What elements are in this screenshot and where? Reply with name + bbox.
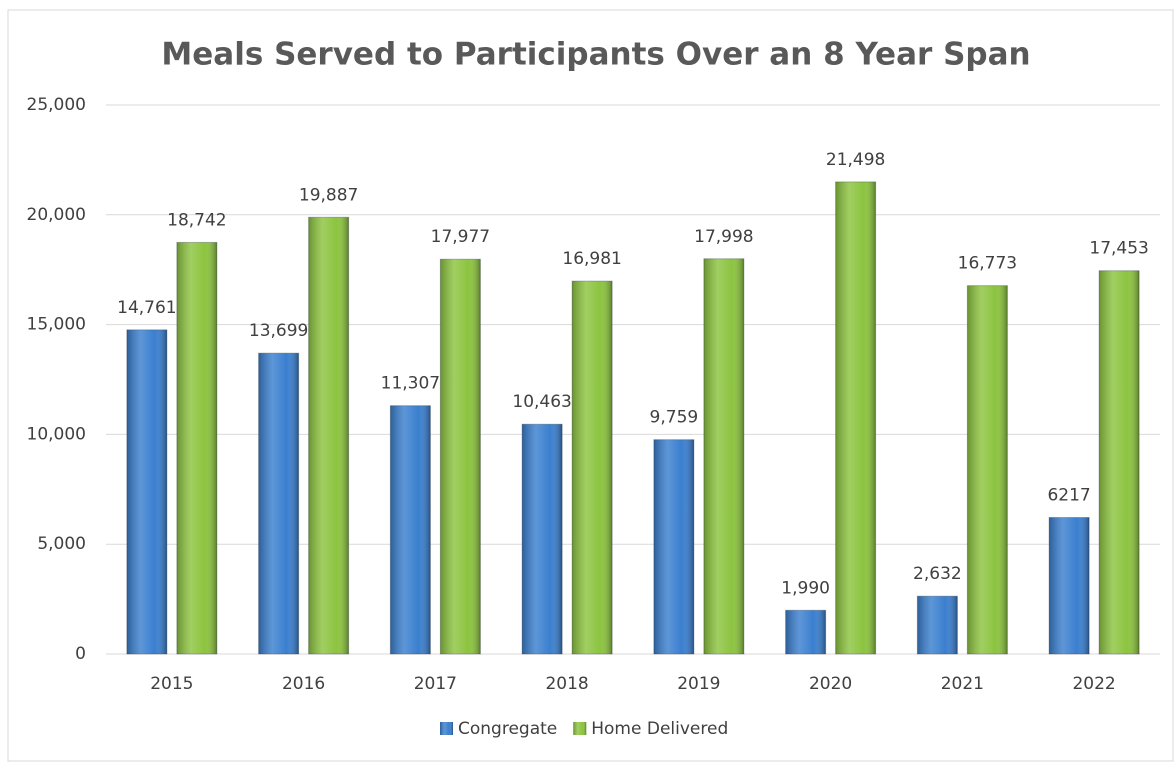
data-label: 17,998 xyxy=(694,227,753,247)
data-label: 1,990 xyxy=(781,578,830,598)
data-label: 14,761 xyxy=(117,298,176,318)
data-label: 16,981 xyxy=(562,249,621,269)
bar xyxy=(1048,516,1090,655)
y-tick-label: 20,000 xyxy=(27,205,86,225)
bar xyxy=(308,216,350,655)
bar xyxy=(916,595,958,655)
data-label: 17,977 xyxy=(431,227,490,247)
data-label: 2,632 xyxy=(913,564,962,584)
legend-shade xyxy=(440,722,453,735)
y-tick-label: 5,000 xyxy=(37,534,86,554)
legend-label: Home Delivered xyxy=(591,719,728,739)
bar xyxy=(389,405,431,655)
bar xyxy=(785,609,827,655)
x-tick-label: 2015 xyxy=(150,674,193,694)
bar xyxy=(126,329,168,655)
y-tick-label: 25,000 xyxy=(27,95,86,115)
x-tick-label: 2022 xyxy=(1072,674,1115,694)
x-tick-label: 2017 xyxy=(414,674,457,694)
data-label: 10,463 xyxy=(512,392,571,412)
x-tick-label: 2016 xyxy=(282,674,325,694)
data-label: 13,699 xyxy=(249,321,308,341)
bar xyxy=(703,258,745,655)
x-tick-label: 2021 xyxy=(941,674,984,694)
x-tick-label: 2019 xyxy=(677,674,720,694)
data-label: 16,773 xyxy=(958,254,1017,274)
bar xyxy=(258,352,300,655)
legend-label: Congregate xyxy=(458,719,557,739)
bar xyxy=(653,439,695,655)
x-tick-label: 2020 xyxy=(809,674,852,694)
data-label: 17,453 xyxy=(1089,239,1148,259)
bar xyxy=(1098,270,1140,655)
bar xyxy=(571,280,613,655)
data-label: 18,742 xyxy=(167,210,226,230)
legend-shade xyxy=(573,722,587,735)
data-label: 9,759 xyxy=(650,408,699,428)
y-tick-label: 0 xyxy=(75,644,86,664)
bar xyxy=(176,241,218,655)
y-tick-label: 10,000 xyxy=(27,424,86,444)
data-label: 6217 xyxy=(1047,485,1090,505)
data-label: 19,887 xyxy=(299,185,358,205)
x-tick-label: 2018 xyxy=(545,674,588,694)
bar xyxy=(966,285,1008,655)
bar xyxy=(439,258,481,655)
bar xyxy=(521,423,563,655)
data-label: 11,307 xyxy=(381,374,440,394)
y-tick-label: 15,000 xyxy=(27,315,86,335)
bar xyxy=(835,181,877,655)
chart-title: Meals Served to Participants Over an 8 Y… xyxy=(161,37,1030,73)
data-label: 21,498 xyxy=(826,150,885,170)
